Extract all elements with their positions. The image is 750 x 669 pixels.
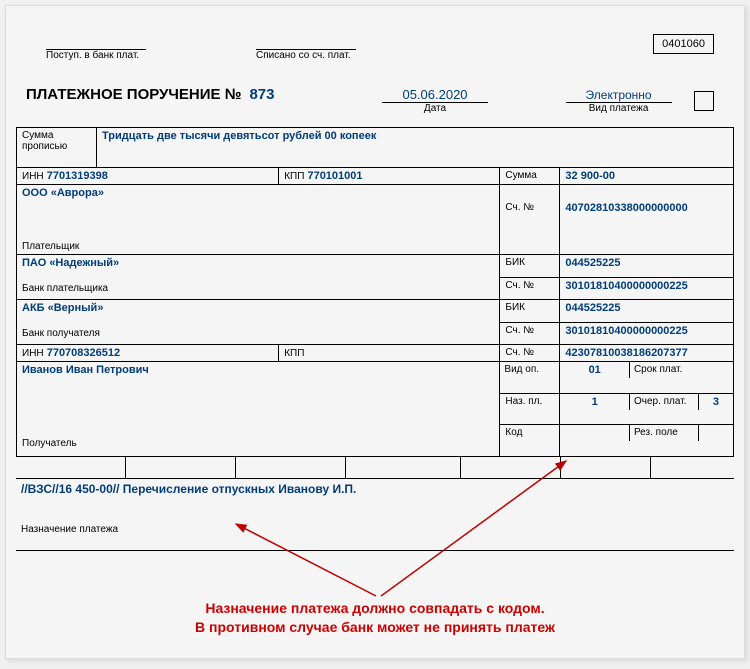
payment-type-label: Вид платежа — [566, 103, 672, 114]
codes-row-1b: 01 Срок плат. — [560, 362, 734, 394]
debited-label: Списано со сч. плат. — [256, 50, 356, 61]
date-label: Дата — [382, 103, 487, 114]
recipient-bank-acc: 30101810400000000225 — [560, 322, 734, 345]
document-number: 873 — [249, 86, 274, 103]
purpose-section: //ВЗС//16 450-00// Перечисление отпускны… — [16, 479, 734, 551]
recipient-inn-cell: ИНН 770708326512 — [17, 345, 279, 362]
payer-bank-bik: 044525225 — [560, 255, 734, 278]
recipient-cell: Иванов Иван Петрович Получатель — [17, 362, 500, 457]
payer-bank-bik-label: БИК — [500, 255, 560, 278]
amount-label: Сумма — [500, 168, 560, 185]
payer-cell: ООО «Аврора» Плательщик — [17, 185, 500, 255]
codes-naz-label: Наз. пл. — [500, 393, 560, 425]
recipient-kpp-cell: КПП — [279, 345, 500, 362]
payer-bank-acc: 30101810400000000225 — [560, 277, 734, 300]
recipient-bank-acc-label: Сч. № — [500, 322, 560, 345]
payer-kpp-cell: КПП 770101001 — [279, 168, 500, 185]
form-code: 0401060 — [653, 34, 714, 54]
amount-words-value: Тридцать две тысячи девятьсот рублей 00 … — [97, 128, 734, 168]
document-title: ПЛАТЕЖНОЕ ПОРУЧЕНИЕ № — [26, 86, 241, 103]
recipient-acc: 42307810038186207377 — [560, 345, 734, 362]
amount-words-label: Сумма прописью — [17, 128, 97, 168]
codes-row-1: Вид оп. — [500, 362, 560, 394]
received-label: Поступ. в банк плат. — [46, 50, 146, 61]
status-box — [694, 91, 714, 111]
debited-date-field — [256, 36, 356, 50]
annotation-text: Назначение платежа должно совпадать с ко… — [6, 599, 744, 638]
tax-fields-row — [16, 457, 734, 479]
purpose-label: Назначение платежа — [21, 524, 729, 535]
payment-type: Электронно — [566, 88, 672, 103]
payer-bank-cell: ПАО «Надежный» Банк плательщика — [17, 255, 500, 300]
received-date-field — [46, 36, 146, 50]
codes-row-2: 1 Очер. плат. 3 — [560, 393, 734, 425]
recipient-bank-bik-label: БИК — [500, 300, 560, 323]
recipient-bank-cell: АКБ «Верный» Банк получателя — [17, 300, 500, 345]
recipient-bank-bik: 044525225 — [560, 300, 734, 323]
purpose-value: //ВЗС//16 450-00// Перечисление отпускны… — [21, 482, 729, 496]
payer-bank-acc-label: Сч. № — [500, 277, 560, 300]
payment-order-document: 0401060 Поступ. в банк плат. Списано со … — [5, 5, 745, 659]
codes-row-3: Рез. поле — [560, 425, 734, 457]
recipient-acc-label: Сч. № — [500, 345, 560, 362]
document-date: 05.06.2020 — [382, 87, 487, 103]
payer-inn-cell: ИНН 7701319398 — [17, 168, 279, 185]
codes-kod-label: Код — [500, 425, 560, 457]
payer-acc-value: 40702810338000000000 — [560, 200, 734, 255]
payer-acc-label: Сч. № — [500, 200, 560, 255]
amount-value: 32 900-00 — [560, 168, 734, 185]
